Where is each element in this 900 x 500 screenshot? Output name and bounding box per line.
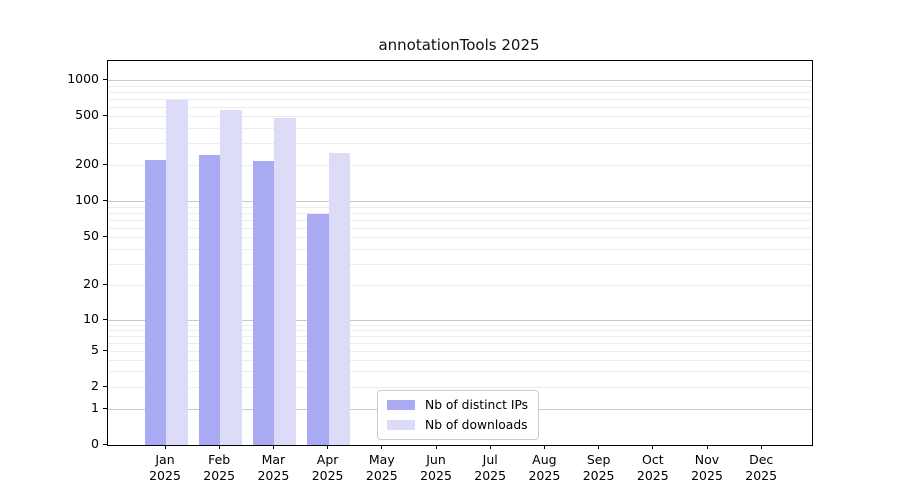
- y-tick-label: 100: [75, 192, 99, 207]
- x-tick-mark: [164, 445, 166, 449]
- x-tick-label-nov: Nov 2025: [691, 452, 723, 483]
- bar-distinct-ips-apr: [307, 213, 329, 445]
- x-tick-mark: [272, 445, 275, 449]
- x-tick-label-dec: Dec 2025: [745, 452, 778, 483]
- x-tick-label-jan: Jan 2025: [149, 452, 181, 483]
- x-tick-mark: [327, 445, 329, 449]
- y-tick-mark: [103, 349, 107, 351]
- legend-swatch-distinct-ips: [387, 400, 415, 410]
- bar-downloads-jan: [166, 100, 188, 445]
- gridline-major: [108, 80, 812, 81]
- y-tick-label: 200: [75, 156, 99, 171]
- bar-distinct-ips-feb: [198, 155, 221, 445]
- x-tick-mark: [218, 445, 220, 449]
- legend: Nb of distinct IPs Nb of downloads: [377, 390, 540, 440]
- gridline-minor: [108, 106, 812, 108]
- x-tick-mark: [381, 445, 383, 449]
- y-tick-label: 2: [91, 378, 99, 393]
- y-tick-mark: [103, 114, 107, 116]
- x-tick-label-aug: Aug 2025: [528, 452, 561, 483]
- x-tick-label-oct: Oct 2025: [636, 452, 669, 483]
- y-tick-label: 1000: [67, 71, 99, 86]
- bar-distinct-ips-mar: [252, 161, 275, 445]
- gridline-minor: [108, 351, 812, 352]
- gridline-minor: [108, 371, 812, 373]
- y-tick-mark: [103, 385, 107, 387]
- x-tick-label-jul: Jul 2025: [474, 452, 507, 483]
- x-tick-mark: [543, 445, 546, 449]
- y-tick-label: 0: [91, 436, 99, 451]
- x-tick-mark: [760, 445, 762, 449]
- y-tick-mark: [103, 283, 107, 285]
- gridline-minor: [108, 359, 812, 361]
- gridline-major: [108, 320, 812, 321]
- gridline-major: [108, 201, 812, 202]
- gridline-minor: [108, 330, 812, 331]
- gridline-minor: [108, 324, 812, 326]
- y-tick-label: 10: [83, 311, 99, 326]
- bar-downloads-apr: [328, 153, 351, 445]
- x-tick-label-apr: Apr 2025: [311, 452, 344, 483]
- legend-entry-distinct-ips: Nb of distinct IPs: [387, 398, 528, 412]
- gridline-minor: [108, 285, 812, 286]
- gridline-minor: [108, 165, 812, 166]
- y-tick-mark: [103, 235, 107, 237]
- x-tick-label-jun: Jun 2025: [420, 452, 452, 483]
- gridline-minor: [108, 263, 812, 265]
- gridline-minor: [108, 248, 812, 250]
- y-tick-mark: [103, 78, 107, 80]
- legend-swatch-downloads: [387, 420, 415, 430]
- plot-area: [107, 60, 813, 446]
- x-tick-label-mar: Mar 2025: [257, 452, 290, 483]
- x-tick-mark: [706, 445, 708, 449]
- gridline-minor: [108, 206, 812, 208]
- gridline-minor: [108, 342, 812, 344]
- y-tick-mark: [103, 407, 107, 409]
- y-tick-label: 50: [83, 228, 99, 243]
- gridline-minor: [108, 227, 812, 229]
- gridline-minor: [108, 212, 812, 214]
- y-tick-label: 500: [75, 107, 99, 122]
- bar-distinct-ips-jan: [144, 159, 166, 445]
- x-tick-label-may: May 2025: [365, 452, 398, 483]
- gridline-minor: [108, 336, 812, 337]
- bar-downloads-mar: [274, 118, 296, 445]
- x-tick-mark: [435, 445, 437, 449]
- gridline-minor: [108, 237, 812, 238]
- legend-label-downloads: Nb of downloads: [425, 418, 528, 432]
- legend-label-distinct-ips: Nb of distinct IPs: [425, 398, 529, 412]
- legend-entry-downloads: Nb of downloads: [387, 418, 528, 432]
- gridline-minor: [108, 85, 812, 87]
- y-tick-label: 20: [83, 276, 99, 291]
- y-tick-mark: [103, 318, 107, 320]
- x-tick-label-feb: Feb 2025: [203, 452, 236, 483]
- y-tick-label: 1: [91, 400, 99, 415]
- y-tick-mark: [103, 199, 107, 201]
- gridline-minor: [108, 91, 812, 93]
- gridline-minor: [108, 219, 812, 221]
- gridline-minor: [108, 116, 812, 117]
- x-tick-mark: [598, 445, 600, 449]
- chart-title: annotationTools 2025: [378, 36, 540, 54]
- bar-downloads-feb: [220, 110, 242, 445]
- y-tick-mark: [103, 443, 107, 445]
- x-tick-mark: [652, 445, 654, 449]
- x-tick-label-sep: Sep 2025: [582, 452, 615, 483]
- gridline-minor: [108, 143, 812, 145]
- gridline-minor: [108, 127, 812, 129]
- x-tick-mark: [489, 445, 491, 449]
- y-tick-mark: [103, 163, 107, 165]
- gridline-minor: [108, 387, 812, 388]
- gridline-minor: [108, 98, 812, 100]
- y-tick-label: 5: [91, 342, 99, 357]
